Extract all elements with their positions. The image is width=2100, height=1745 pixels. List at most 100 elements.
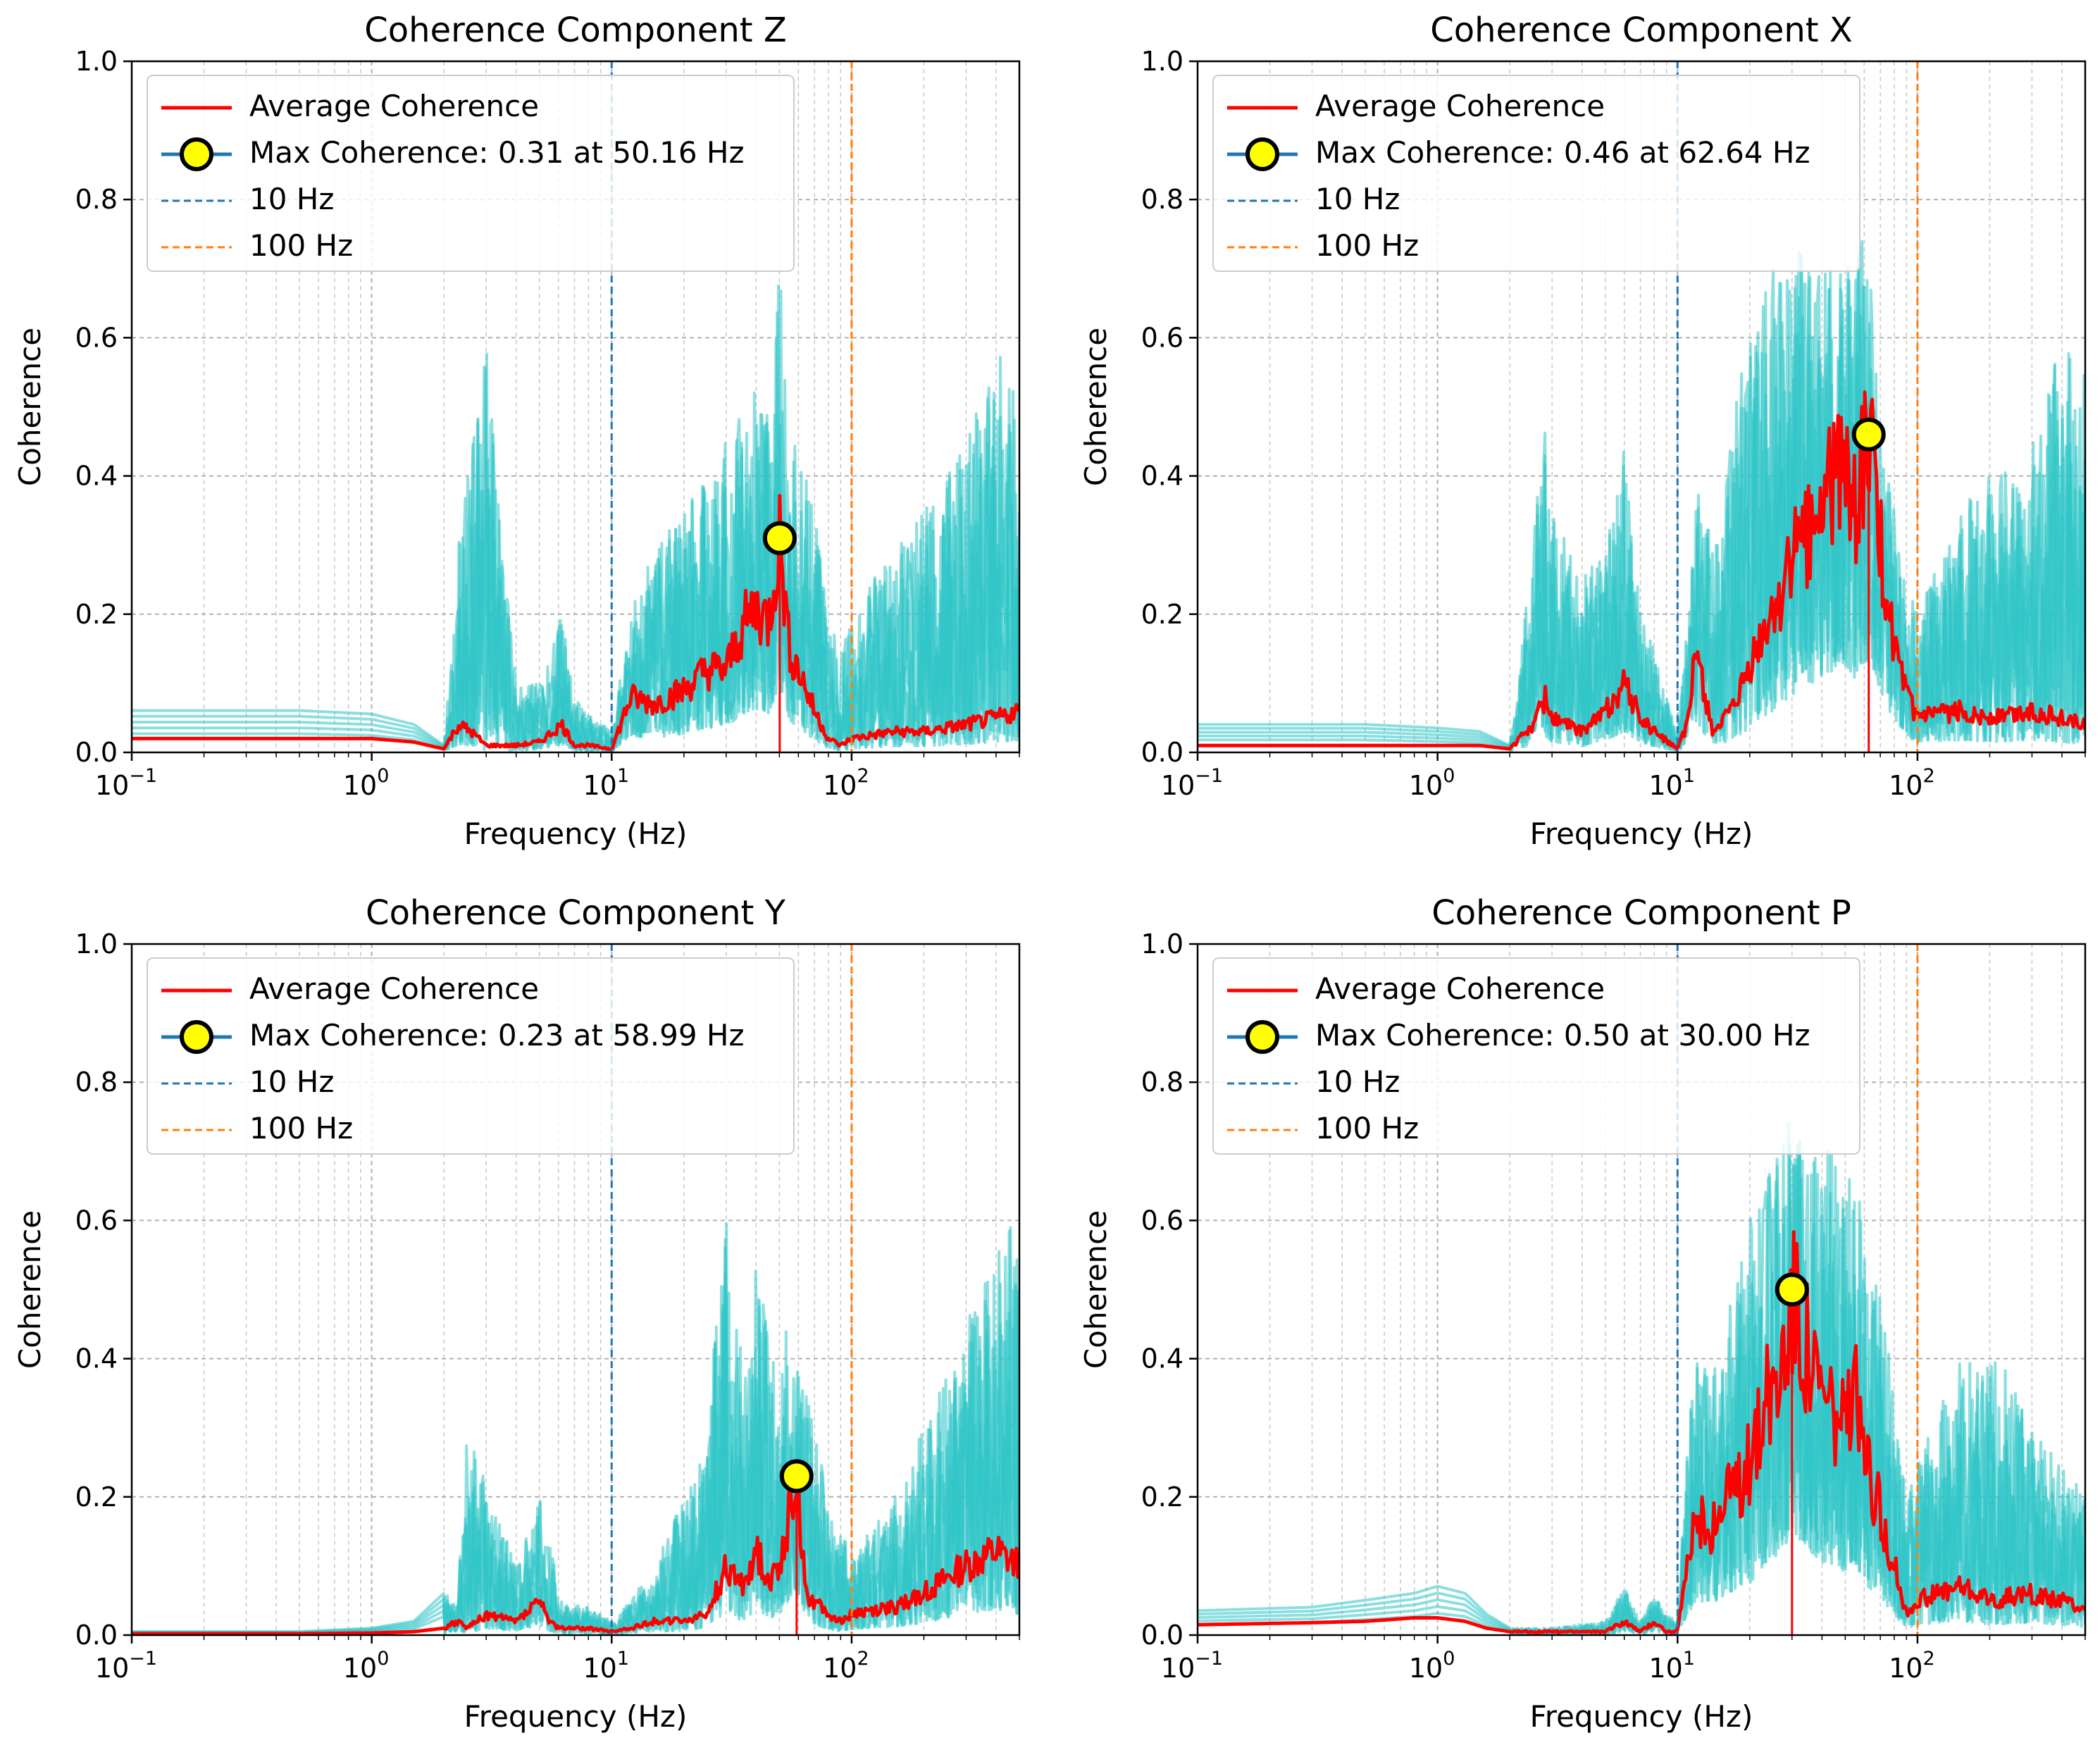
axes-frame	[130, 60, 1021, 754]
axes-frame	[130, 943, 1021, 1637]
legend-entry: Average Coherence	[249, 89, 539, 123]
x-axis-label: Frequency (Hz)	[1530, 1699, 1753, 1734]
y-tick-label: 0.8	[1141, 1067, 1183, 1098]
x-tick-label: 100	[1409, 765, 1455, 801]
average-coherence-line	[132, 1477, 1019, 1635]
chart-title: Coherence Component Z	[364, 11, 786, 50]
x-tick-label: 101	[583, 765, 629, 801]
y-axis-label: Coherence	[13, 328, 47, 486]
x-tick-label: 100	[1409, 1648, 1455, 1684]
legend-entry: Max Coherence: 0.31 at 50.16 Hz	[249, 135, 745, 170]
y-tick-label: 1.0	[1141, 929, 1183, 960]
y-tick-label: 0.2	[1141, 599, 1183, 630]
legend-entry: 100 Hz	[1315, 228, 1419, 263]
x-tick-label: 100	[343, 1648, 390, 1684]
individual-coherence-traces	[1198, 240, 2085, 752]
x-tick-label: 101	[583, 1648, 629, 1684]
legend-entry: 10 Hz	[1315, 1064, 1400, 1099]
y-tick-label: 0.8	[75, 1067, 118, 1098]
coherence-trace	[132, 1226, 1019, 1635]
legend-entry: 10 Hz	[249, 182, 334, 216]
y-tick-label: 1.0	[75, 929, 118, 960]
y-tick-label: 0.6	[1141, 1205, 1183, 1236]
axes-frame	[1196, 943, 2087, 1637]
legend-entry: Max Coherence: 0.23 at 58.99 Hz	[249, 1018, 745, 1052]
y-tick-label: 0.6	[1141, 322, 1183, 353]
x-tick-label: 10−1	[95, 765, 157, 801]
chart-title: Coherence Component Y	[366, 893, 786, 933]
x-tick-label: 102	[823, 1648, 869, 1684]
y-tick-label: 0.8	[75, 184, 118, 215]
legend-box	[147, 75, 795, 272]
x-tick-label: 10−1	[1161, 1648, 1223, 1684]
y-tick-label: 0.2	[75, 599, 118, 630]
x-tick-label: 102	[1889, 765, 1935, 801]
max-coherence-marker	[762, 521, 797, 555]
legend-handle-max-marker	[180, 137, 213, 171]
y-tick-label: 0.0	[1141, 737, 1183, 768]
y-axis-label: Coherence	[13, 1210, 47, 1369]
y-tick-label: 1.0	[1141, 46, 1183, 77]
individual-coherence-traces	[1198, 1122, 2085, 1635]
coherence-trace	[1198, 1161, 2085, 1635]
y-tick-label: 0.0	[75, 1620, 118, 1651]
y-tick-label: 0.4	[75, 461, 118, 492]
y-tick-label: 0.0	[75, 737, 118, 768]
legend-entry: Average Coherence	[1315, 89, 1605, 123]
y-tick-label: 1.0	[75, 46, 118, 77]
y-axis-label: Coherence	[1079, 1210, 1113, 1369]
chart-panel-1: 0.0 0.2 0.4 0.6 0.8 1.0 10−1 100 101 102 Coherence…	[1079, 11, 2087, 851]
y-tick-label: 0.4	[1141, 1343, 1183, 1374]
legend-box	[1212, 957, 1860, 1155]
plot-area	[1198, 944, 2085, 1635]
average-coherence-line	[1198, 390, 2085, 752]
y-tick-label: 0.4	[75, 1343, 118, 1374]
individual-coherence-traces	[132, 1222, 1019, 1635]
x-tick-label: 101	[1648, 1648, 1695, 1684]
plot-area	[1198, 61, 2085, 752]
chart-panel-0: 0.0 0.2 0.4 0.6 0.8 1.0 10−1 100 101 102 Coherence…	[13, 11, 1021, 851]
legend-entry: 100 Hz	[249, 228, 353, 263]
legend-entry: 10 Hz	[249, 1064, 334, 1099]
legend-entry: 100 Hz	[1315, 1111, 1419, 1145]
x-axis-label: Frequency (Hz)	[1530, 816, 1753, 851]
x-axis-label: Frequency (Hz)	[464, 816, 688, 851]
legend-handle-max-marker	[180, 1020, 213, 1054]
legend-box	[1212, 75, 1860, 272]
y-tick-label: 0.2	[1141, 1482, 1183, 1513]
legend-handle-max-marker	[1245, 1020, 1279, 1054]
max-coherence-marker	[1775, 1272, 1809, 1307]
chart-panel-3: 0.0 0.2 0.4 0.6 0.8 1.0 10−1 100 101 102 Coherence…	[1079, 893, 2087, 1734]
legend: Average Coherence Max Coherence: 0.46 at …	[1212, 75, 1860, 272]
x-tick-label: 101	[1648, 765, 1695, 801]
max-coherence-marker	[1851, 417, 1886, 452]
coherence-trace	[1198, 266, 2085, 752]
y-tick-label: 0.4	[1141, 461, 1183, 492]
legend-box	[147, 957, 795, 1155]
y-tick-label: 0.6	[75, 1205, 118, 1236]
chart-title: Coherence Component X	[1430, 11, 1852, 50]
x-tick-label: 102	[1889, 1648, 1935, 1684]
x-tick-label: 102	[823, 765, 869, 801]
legend-handle-max-marker	[1245, 137, 1279, 171]
legend: Average Coherence Max Coherence: 0.50 at …	[1212, 957, 1860, 1155]
y-tick-label: 0.6	[75, 322, 118, 353]
axes-frame	[1196, 60, 2087, 754]
y-tick-label: 0.8	[1141, 184, 1183, 215]
x-axis-label: Frequency (Hz)	[464, 1699, 688, 1734]
max-coherence-marker	[779, 1459, 814, 1494]
legend: Average Coherence Max Coherence: 0.23 at …	[147, 957, 795, 1155]
x-tick-label: 10−1	[1161, 765, 1223, 801]
chart-panel-2: 0.0 0.2 0.4 0.6 0.8 1.0 10−1 100 101 102 Coherence…	[13, 893, 1021, 1734]
legend-entry: 10 Hz	[1315, 182, 1400, 216]
x-tick-label: 10−1	[95, 1648, 157, 1684]
coherence-trace	[132, 290, 1019, 752]
chart-title: Coherence Component P	[1431, 893, 1851, 933]
average-coherence-line	[132, 494, 1019, 752]
y-axis-label: Coherence	[1079, 328, 1113, 486]
individual-coherence-traces	[132, 284, 1019, 752]
y-tick-label: 0.2	[75, 1482, 118, 1513]
legend: Average Coherence Max Coherence: 0.31 at …	[147, 75, 795, 272]
legend-entry: 100 Hz	[249, 1111, 353, 1145]
